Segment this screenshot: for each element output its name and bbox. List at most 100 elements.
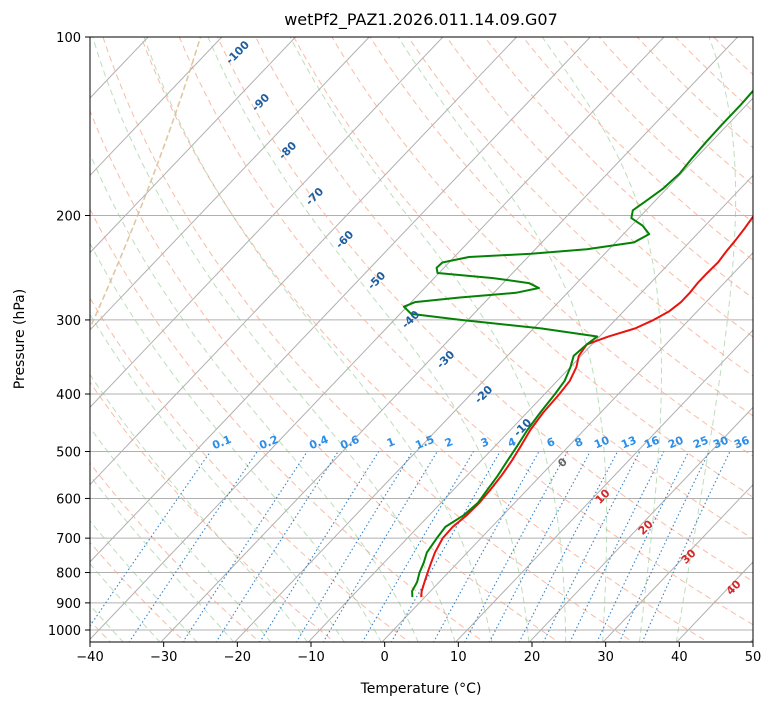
dry-adiabat	[90, 208, 485, 642]
mixing-ratio-label: 20	[666, 434, 685, 452]
moist-adiabat	[541, 37, 662, 642]
isotherm-line	[90, 37, 296, 254]
mixing-ratio-label: 13	[619, 434, 638, 452]
chart-title: wetPf2_PAZ1.2026.011.14.09.G07	[284, 10, 558, 30]
moist-adiabat	[90, 152, 419, 642]
isotherm-line	[234, 97, 753, 642]
dry-adiabat	[90, 109, 560, 642]
mixing-ratio-line	[90, 451, 211, 627]
y-tick-label: 300	[56, 314, 81, 329]
isotherm-line	[602, 483, 753, 642]
mixing-ratio-line	[464, 451, 568, 642]
dry-adiabat	[255, 37, 753, 540]
moist-adiabat	[90, 474, 235, 642]
x-tick-label: 0	[381, 650, 389, 665]
dewpoint-profile	[402, 89, 753, 598]
isotherm-line	[455, 329, 753, 642]
reference-curve	[90, 37, 202, 331]
mixing-ratio-label: 16	[642, 434, 661, 452]
dry-adiabat	[407, 37, 753, 377]
dry-adiabat	[369, 37, 753, 417]
mixing-ratio-lines	[90, 451, 731, 642]
x-axis-label: Temperature (°C)	[360, 681, 482, 697]
mixing-ratio-line	[432, 451, 540, 642]
temperature-profile	[420, 215, 753, 598]
isotherm-line	[90, 37, 370, 331]
dry-adiabat	[178, 37, 753, 626]
y-tick-label: 800	[56, 567, 81, 582]
mixing-ratio-line	[618, 451, 710, 642]
mixing-ratio-line	[361, 451, 474, 642]
y-axis: 100 200 300 400 500 600 700 800 900 1000	[48, 31, 90, 639]
mixing-ratio-label: 2	[443, 435, 455, 450]
mixing-ratio-line	[596, 451, 690, 642]
dry-adiabat	[216, 37, 753, 582]
dry-adiabat	[102, 37, 634, 642]
y-tick-label: 600	[56, 492, 81, 507]
moist-adiabat	[90, 562, 161, 642]
mixing-ratio-label: 10	[592, 434, 611, 452]
moist-adiabat-lines	[90, 37, 737, 642]
x-tick-label: 50	[745, 650, 762, 665]
dry-adiabat	[90, 462, 261, 642]
plot-frame	[89, 36, 754, 643]
isotherm-line	[90, 37, 444, 408]
x-tick-label: −10	[297, 650, 324, 665]
dry-adiabat	[331, 37, 753, 457]
dry-adiabat	[90, 381, 336, 642]
y-tick-label: 1000	[48, 624, 81, 639]
y-tick-label: 500	[56, 445, 81, 460]
y-axis-label: Pressure (hPa)	[12, 289, 28, 389]
sounding-series	[402, 89, 753, 598]
y-tick-label: 100	[56, 31, 81, 46]
x-tick-label: −20	[224, 650, 251, 665]
isotherm-line	[528, 406, 753, 642]
moist-adiabat	[397, 37, 608, 642]
mixing-ratio-line	[641, 451, 731, 642]
mixing-ratio-line	[518, 451, 619, 642]
isotherm-line	[381, 252, 753, 642]
x-tick-label: 20	[524, 650, 541, 665]
mixing-ratio-label: 8	[573, 435, 585, 450]
moist-adiabat	[90, 426, 272, 642]
isotherm-line	[160, 37, 738, 642]
x-tick-label: 10	[450, 650, 467, 665]
mixing-ratio-label: 30	[711, 434, 730, 452]
mixing-ratio-label: 1	[385, 435, 397, 450]
moist-adiabat	[90, 373, 309, 642]
mixing-ratio-line	[542, 451, 641, 642]
mixing-ratio-line	[569, 451, 665, 642]
mixing-ratio-label: 3	[479, 435, 491, 450]
y-tick-label: 200	[56, 210, 81, 225]
dry-adiabat	[90, 541, 186, 642]
isotherm-line	[307, 174, 753, 642]
mixing-ratio-line	[128, 451, 258, 642]
x-tick-label: −30	[150, 650, 177, 665]
mixing-ratio-label: 36	[732, 434, 751, 452]
x-tick-label: 30	[597, 650, 614, 665]
y-tick-label: 400	[56, 388, 81, 403]
moist-adiabat	[207, 37, 530, 642]
x-tick-label: −40	[76, 650, 103, 665]
moist-adiabat	[675, 37, 737, 642]
isotherm-line	[90, 37, 223, 177]
moist-adiabat	[92, 37, 456, 642]
dry-adiabat	[445, 37, 753, 338]
isotherm-line	[90, 37, 517, 486]
moist-adiabat	[90, 520, 198, 642]
moist-adiabat	[289, 37, 567, 642]
isotherm-line	[90, 37, 591, 563]
mixing-ratio-label: 25	[691, 434, 710, 452]
mixing-ratio-line	[322, 451, 438, 642]
mixing-ratio-line	[390, 451, 501, 642]
isobar-grid	[90, 37, 753, 631]
y-tick-label: 900	[56, 597, 81, 612]
x-axis: −40 −30 −20 −10 0 10 20 30 40 50	[76, 642, 761, 665]
mixing-ratio-line	[182, 451, 308, 642]
y-tick-label: 700	[56, 532, 81, 547]
moist-adiabat	[143, 37, 493, 642]
mixing-ratio-line	[488, 451, 591, 642]
x-tick-label: 40	[671, 650, 688, 665]
